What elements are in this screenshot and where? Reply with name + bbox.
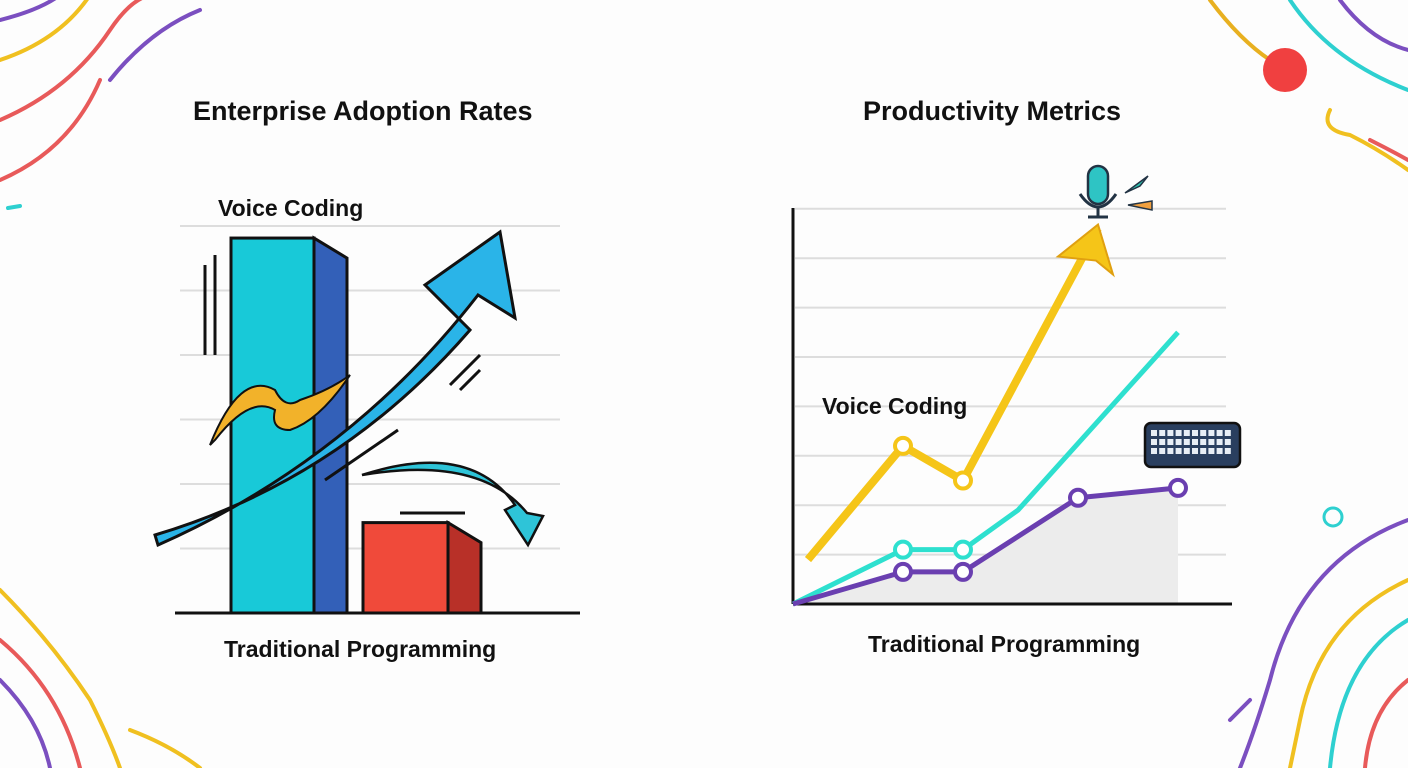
traditional-programming-label: Traditional Programming <box>224 636 497 662</box>
voice-coding-label: Voice Coding <box>218 195 364 221</box>
chart-title-productivity: Productivity Metrics <box>863 96 1122 126</box>
bar-side <box>446 519 483 615</box>
area-fill <box>793 487 1178 604</box>
chart-title-adoption: Enterprise Adoption Rates <box>193 96 533 126</box>
keyboard-icon <box>1143 421 1242 469</box>
data-point <box>893 435 913 456</box>
data-point <box>953 539 973 560</box>
data-point <box>1068 487 1088 508</box>
swoosh-icon <box>209 374 351 446</box>
bar-side <box>312 235 349 615</box>
motion-line <box>448 353 482 387</box>
data-point <box>953 561 973 582</box>
traditional-programming-label: Traditional Programming <box>868 631 1141 657</box>
motion-line <box>458 368 482 392</box>
motion-line <box>324 428 399 482</box>
arrow-head <box>1055 222 1115 278</box>
rising-arrow-icon <box>153 229 518 548</box>
falling-arrow-icon <box>361 461 545 548</box>
data-point <box>893 539 913 560</box>
microphone-icon <box>1078 164 1153 219</box>
data-point <box>953 470 973 491</box>
bar-traditional <box>361 521 450 615</box>
voice-coding-label: Voice Coding <box>822 393 968 419</box>
data-point <box>893 561 913 582</box>
series-line-0 <box>804 226 1102 563</box>
data-point <box>1168 477 1188 498</box>
